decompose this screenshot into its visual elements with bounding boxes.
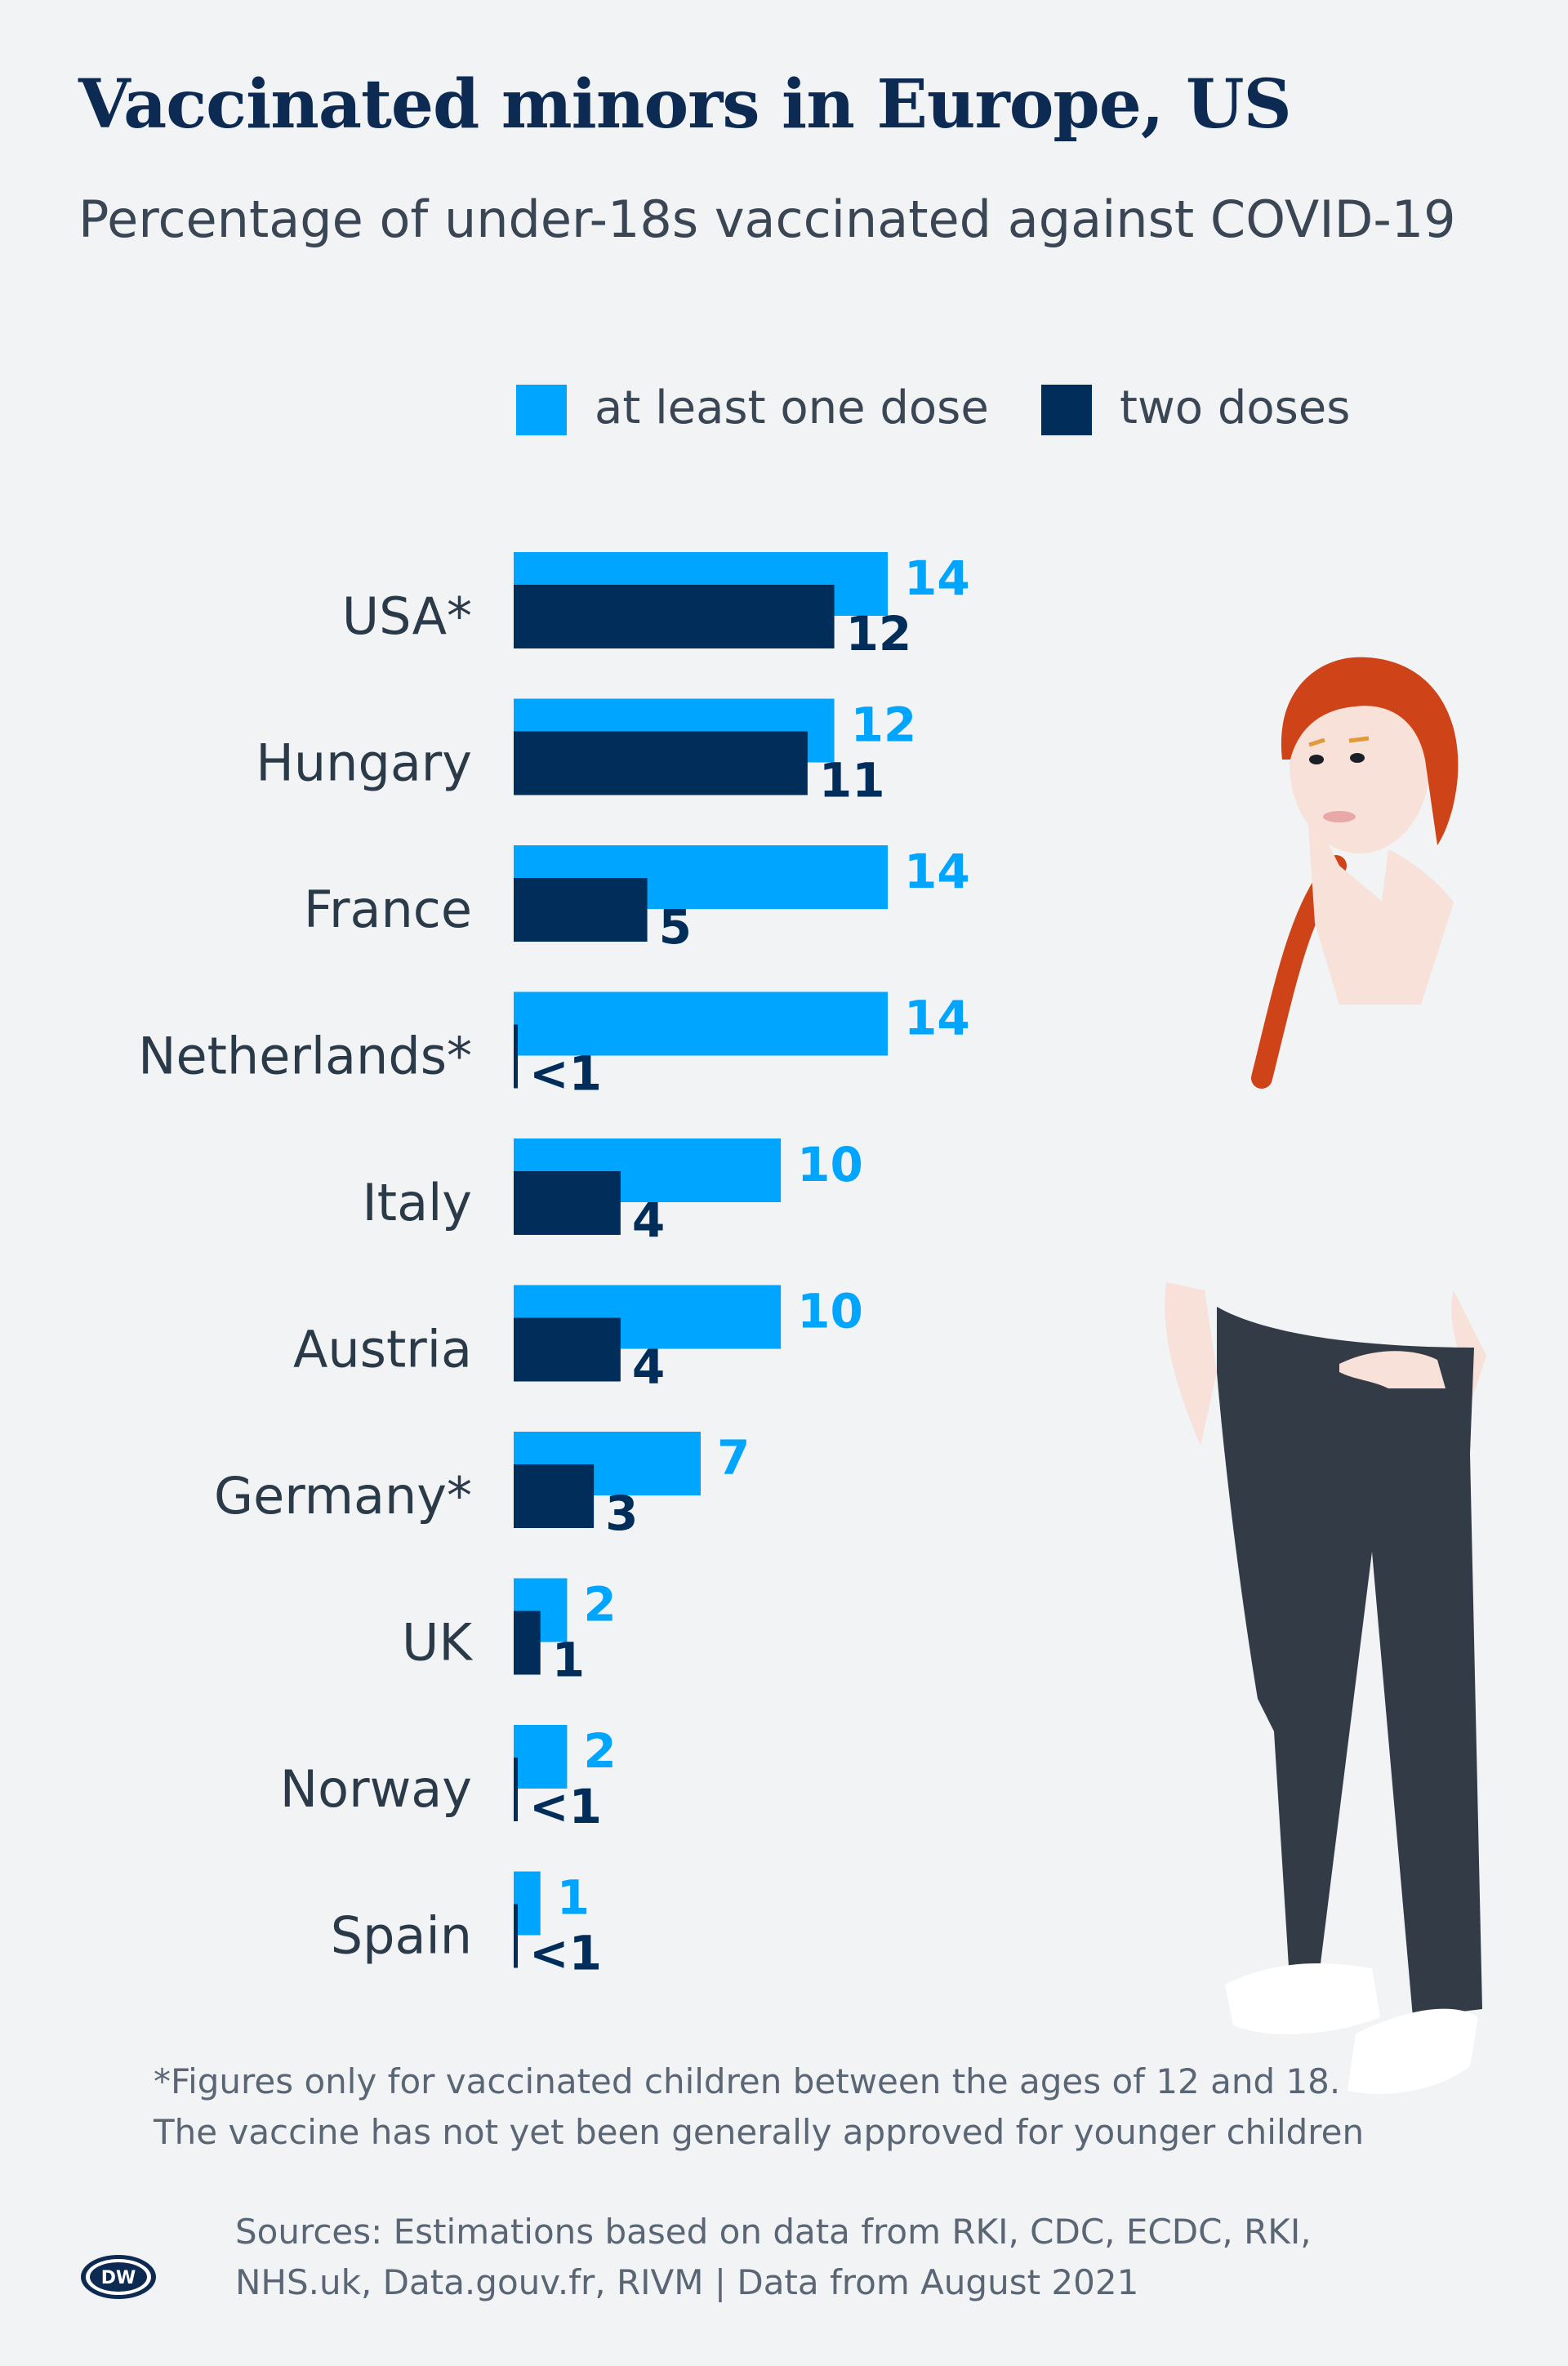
footnote-line-2: The vaccine has not yet been generally a… xyxy=(154,2112,1365,2152)
category-label: Netherlands* xyxy=(138,1027,472,1086)
category-label: Hungary xyxy=(256,733,472,793)
category-label: France xyxy=(304,880,472,939)
sources-line-1: Sources: Estimations based on data from … xyxy=(235,2212,1312,2252)
bar-one-dose xyxy=(514,991,888,1056)
category-label: Italy xyxy=(362,1173,472,1232)
bar-two-doses xyxy=(514,1171,621,1235)
value-label-two-doses: <1 xyxy=(529,1046,602,1102)
value-label-one-dose: 2 xyxy=(583,1577,616,1633)
value-label-one-dose: 1 xyxy=(557,1870,590,1926)
category-label: Spain xyxy=(331,1906,472,1966)
chart-title: Vaccinated minors in Europe, US xyxy=(78,65,1292,144)
bar-two-doses xyxy=(514,1317,621,1382)
value-label-two-doses: 12 xyxy=(846,606,912,662)
legend-swatch-two-doses xyxy=(1041,385,1092,435)
sources: Sources: Estimations based on data from … xyxy=(235,2207,1312,2308)
chart-legend: at least one dose two doses xyxy=(516,381,1350,435)
value-label-two-doses: 1 xyxy=(552,1633,585,1688)
bar-two-doses xyxy=(514,1611,541,1675)
value-label-two-doses: 4 xyxy=(632,1339,665,1395)
footnote: *Figures only for vaccinated children be… xyxy=(154,2056,1364,2158)
bar-one-dose xyxy=(514,1871,541,1936)
sources-line-2: NHS.uk, Data.gouv.fr, RIVM | Data from A… xyxy=(235,2262,1139,2302)
value-label-two-doses: 11 xyxy=(819,753,885,809)
value-label-one-dose: 14 xyxy=(904,550,970,606)
chart-bars: USA*1412Hungary1211France145Netherlands*… xyxy=(138,550,970,1981)
dw-logo: DW xyxy=(81,2255,156,2299)
bar-one-dose xyxy=(514,1725,568,1789)
bar-two-doses xyxy=(514,1758,518,1821)
value-label-one-dose: 14 xyxy=(904,844,970,899)
bar-two-doses xyxy=(514,585,835,648)
bar-two-doses xyxy=(514,1904,518,1968)
value-label-two-doses: 3 xyxy=(605,1486,638,1541)
category-label: Austria xyxy=(293,1320,472,1379)
value-label-one-dose: 7 xyxy=(717,1430,750,1486)
value-label-one-dose: 2 xyxy=(583,1723,616,1779)
category-label: Germany* xyxy=(214,1466,472,1526)
bar-two-doses xyxy=(514,1024,518,1089)
footnote-line-1: *Figures only for vaccinated children be… xyxy=(154,2061,1341,2101)
bar-two-doses xyxy=(514,1464,595,1528)
value-label-one-dose: 12 xyxy=(851,697,917,753)
value-label-two-doses: <1 xyxy=(529,1779,602,1834)
value-label-two-doses: 5 xyxy=(659,899,692,955)
legend-label-one-dose: at least one dose xyxy=(595,381,989,434)
legend-swatch-one-dose xyxy=(516,385,567,435)
bar-two-doses xyxy=(514,878,648,942)
svg-text:DW: DW xyxy=(101,2268,136,2288)
value-label-one-dose: 10 xyxy=(797,1137,863,1192)
chart-subtitle: Percentage of under-18s vaccinated again… xyxy=(78,189,1456,249)
category-label: UK xyxy=(402,1613,473,1673)
value-label-two-doses: <1 xyxy=(529,1926,602,1981)
bar-two-doses xyxy=(514,731,808,795)
value-label-one-dose: 14 xyxy=(904,991,970,1046)
value-label-two-doses: 4 xyxy=(632,1192,665,1248)
legend-label-two-doses: two doses xyxy=(1120,381,1350,434)
category-label: Norway xyxy=(280,1759,472,1819)
value-label-one-dose: 10 xyxy=(797,1284,863,1339)
category-label: USA* xyxy=(342,586,472,646)
